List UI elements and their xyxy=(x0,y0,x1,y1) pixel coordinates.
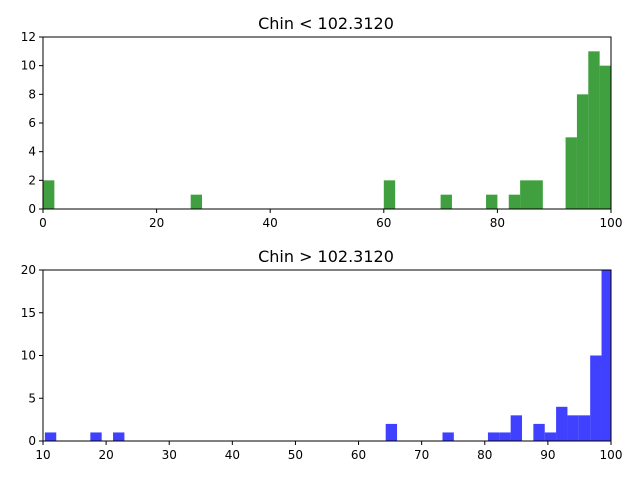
bottom-x-tick-label: 90 xyxy=(540,448,555,462)
top-histogram-bar xyxy=(588,51,600,210)
top-y-tick-label: 6 xyxy=(28,116,36,130)
top-histogram-bar xyxy=(440,194,452,209)
top-histogram-bar xyxy=(576,94,589,209)
bottom-histogram-bar xyxy=(544,432,557,441)
top-y-tick-label: 8 xyxy=(28,87,36,101)
bottom-y-tick-label: 5 xyxy=(28,391,36,405)
top-histogram-panel: Chin < 102.3120 0 20 40 60 80 100 0 2 4 6 8 10 12 xyxy=(21,14,623,230)
bottom-x-tick-label: 40 xyxy=(225,448,240,462)
top-histogram-bar xyxy=(565,137,577,209)
bottom-histogram-bar xyxy=(90,432,102,441)
bottom-histogram-bar xyxy=(499,432,511,441)
top-histogram-bar xyxy=(486,194,498,209)
top-chart-title: Chin < 102.3120 xyxy=(258,14,394,33)
top-y-tick-label: 10 xyxy=(21,59,36,73)
top-y-axis: 0 2 4 6 8 10 12 xyxy=(21,30,43,216)
bottom-plot-frame xyxy=(42,269,612,442)
bottom-y-tick-label: 15 xyxy=(21,306,36,320)
bottom-histogram-bar xyxy=(487,432,500,441)
bottom-x-tick-label: 20 xyxy=(98,448,113,462)
bottom-y-tick-label: 10 xyxy=(21,349,36,363)
top-histogram-bar xyxy=(190,194,203,209)
bottom-x-tick-label: 100 xyxy=(600,448,623,462)
bottom-histogram-bar xyxy=(533,423,545,441)
bottom-y-axis: 0 5 10 15 20 xyxy=(21,263,43,448)
top-histogram-bar xyxy=(508,194,521,209)
top-histogram-bar xyxy=(520,180,532,209)
top-x-tick-label: 0 xyxy=(39,216,47,230)
bottom-histogram-bar xyxy=(385,423,398,441)
bottom-x-tick-label: 70 xyxy=(414,448,429,462)
top-y-tick-label: 4 xyxy=(28,145,36,159)
top-y-tick-label: 0 xyxy=(28,202,36,216)
bottom-x-tick-label: 30 xyxy=(162,448,177,462)
bottom-histogram-bar xyxy=(442,432,454,441)
top-histogram-bar xyxy=(43,180,55,209)
top-plot-frame xyxy=(42,36,612,210)
bottom-histogram-bar xyxy=(578,415,591,441)
top-x-tick-label: 60 xyxy=(376,216,391,230)
top-y-tick-label: 2 xyxy=(28,173,36,187)
bottom-histogram-bar xyxy=(567,415,579,441)
top-histogram-bars xyxy=(43,51,611,210)
top-x-axis: 0 20 40 60 80 100 xyxy=(39,209,622,230)
bottom-histogram-bar xyxy=(601,270,611,441)
bottom-x-tick-label: 60 xyxy=(351,448,366,462)
bottom-x-axis: 10 20 30 40 50 60 70 80 90 100 xyxy=(35,441,622,462)
bottom-x-tick-label: 80 xyxy=(477,448,492,462)
top-histogram-bar xyxy=(531,180,543,209)
top-x-tick-label: 80 xyxy=(490,216,505,230)
top-x-tick-label: 40 xyxy=(263,216,278,230)
bottom-histogram-panel: Chin > 102.3120 10 20 30 40 50 60 70 80 90 100 0 5… xyxy=(21,247,623,462)
bottom-x-tick-label: 10 xyxy=(35,448,50,462)
bottom-chart-title: Chin > 102.3120 xyxy=(258,247,394,266)
bottom-histogram-bar xyxy=(44,432,57,441)
bottom-histogram-bar xyxy=(113,432,125,441)
top-histogram-bar xyxy=(383,180,396,209)
bottom-histogram-bar xyxy=(510,415,523,441)
bottom-y-tick-label: 20 xyxy=(21,263,36,277)
bottom-x-tick-label: 50 xyxy=(288,448,303,462)
top-y-tick-label: 12 xyxy=(21,30,36,44)
bottom-histogram-bar xyxy=(556,406,568,441)
top-x-tick-label: 100 xyxy=(600,216,623,230)
top-x-tick-label: 20 xyxy=(149,216,164,230)
bottom-histogram-bar xyxy=(590,355,602,441)
bottom-histogram-bars xyxy=(44,270,611,441)
bottom-y-tick-label: 0 xyxy=(28,434,36,448)
top-histogram-bar xyxy=(599,65,611,210)
